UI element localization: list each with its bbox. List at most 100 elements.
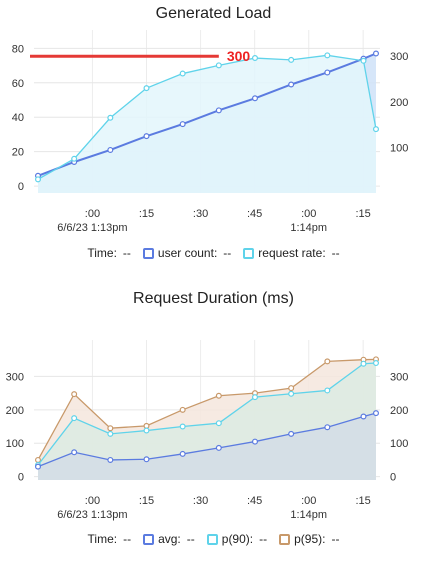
- chart1-point-usercount-10: [373, 50, 380, 57]
- chart2-x-tick-label: :15: [139, 495, 154, 507]
- chart1-point-requestrate-8: [324, 52, 331, 59]
- chart1-point-requestrate-0: [34, 176, 41, 183]
- chart2-legend: Time: -- avg: -- p(90): -- p(95): --: [0, 532, 427, 546]
- chart2-x-tick-label: :00: [85, 495, 100, 507]
- chart1-right-tick-label: 300: [390, 51, 408, 63]
- chart2-point-avg-3: [143, 456, 150, 463]
- legend-series-name: user count:: [157, 246, 218, 260]
- chart2-point-p90-3: [143, 427, 150, 434]
- legend-series-value: --: [186, 532, 195, 546]
- chart2-point-p90-5: [215, 420, 222, 427]
- chart1-point-usercount-4: [179, 121, 186, 128]
- chart2-point-p90-8: [324, 387, 331, 394]
- chart1-legend-requestrate[interactable]: request rate: --: [243, 246, 340, 260]
- chart1-point-usercount-6: [251, 95, 258, 102]
- chart1-legend-usercount[interactable]: user count: --: [142, 246, 232, 260]
- legend-series-value: --: [331, 532, 340, 546]
- chart1-left-tick-label: 80: [12, 43, 24, 55]
- chart1-point-requestrate-7: [288, 56, 295, 63]
- chart2-date-label: 6/6/23 1:13pm: [57, 509, 127, 521]
- legend-series-name: p(90):: [221, 532, 254, 546]
- chart2-point-p90-4: [179, 423, 186, 430]
- chart1-point-requestrate-2: [107, 114, 114, 121]
- chart2-left-tick-label: 200: [6, 405, 24, 417]
- legend-series-name: p(95):: [294, 532, 326, 546]
- legend-series-value: --: [259, 532, 268, 546]
- chart2-point-p90-7: [288, 390, 295, 397]
- chart2-point-p95-2: [107, 425, 114, 432]
- chart1-left-tick-label: 0: [18, 181, 24, 193]
- chart2-legend-p95[interactable]: p(95): --: [279, 532, 339, 546]
- chart1-left-tick-label: 60: [12, 78, 24, 90]
- chart1-point-requestrate-9: [360, 57, 367, 64]
- chart1-right-tick-label: 200: [390, 97, 408, 109]
- chart1-point-usercount-7: [288, 81, 295, 88]
- chart2-point-p90-2: [107, 430, 114, 437]
- chart1-legend-time: Time: --: [87, 246, 131, 260]
- chart2-point-p90-10: [373, 360, 380, 367]
- chart1-left-tick-label: 20: [12, 147, 24, 159]
- chart1-area-requestrate: [38, 55, 376, 193]
- legend-series-name: request rate:: [258, 246, 326, 260]
- chart2-left-tick-label: 0: [18, 472, 24, 484]
- legend-swatch: [206, 533, 218, 545]
- chart2-point-avg-6: [251, 438, 258, 445]
- chart2-area-avg: [38, 413, 376, 480]
- chart1-x-tick-label: :15: [139, 208, 154, 220]
- chart2-x-tick-label: :15: [356, 495, 371, 507]
- chart2-point-avg-0: [34, 463, 41, 470]
- legend-series-value: --: [331, 246, 340, 260]
- chart1-x-tick-label: :00: [301, 208, 316, 220]
- chart2-x-tick-label: :45: [247, 495, 262, 507]
- chart2-point-avg-10: [373, 410, 380, 417]
- chart2-right-tick-label: 100: [390, 438, 408, 450]
- chart1-point-requestrate-4: [179, 70, 186, 77]
- legend-swatch: [243, 247, 255, 259]
- chart2-point-p95-0: [34, 456, 41, 463]
- chart1-date-label: 1:14pm: [290, 222, 327, 234]
- chart2-point-p95-4: [179, 406, 186, 413]
- chart2-left-tick-label: 300: [6, 371, 24, 383]
- legend-series-value: --: [223, 246, 232, 260]
- chart2-legend-p90[interactable]: p(90): --: [206, 532, 268, 546]
- legend-swatch: [142, 247, 154, 259]
- chart1-point-usercount-3: [143, 133, 150, 140]
- chart2-point-p90-9: [360, 360, 367, 367]
- chart2-point-avg-8: [324, 424, 331, 431]
- chart2-x-tick-label: :00: [301, 495, 316, 507]
- chart2-point-avg-9: [360, 413, 367, 420]
- chart1-point-usercount-2: [107, 146, 114, 153]
- chart1-point-requestrate-6: [251, 55, 258, 62]
- chart2-point-avg-5: [215, 444, 222, 451]
- legend-swatch: [279, 533, 291, 545]
- chart1-left-tick-label: 40: [12, 112, 24, 124]
- chart2-x-tick-label: :30: [193, 495, 208, 507]
- chart2-point-p95-1: [71, 391, 78, 398]
- chart2-title: Request Duration (ms): [133, 290, 294, 307]
- legend-series-name: avg:: [158, 532, 181, 546]
- chart1-point-usercount-8: [324, 69, 331, 76]
- chart1-x-tick-label: :45: [247, 208, 262, 220]
- chart2-date-label: 1:14pm: [290, 509, 327, 521]
- chart2-right-tick-label: 300: [390, 371, 408, 383]
- chart2-left-tick-label: 100: [6, 438, 24, 450]
- chart1-point-requestrate-5: [215, 62, 222, 69]
- chart2-point-p95-8: [324, 358, 331, 365]
- chart1-x-tick-label: :00: [85, 208, 100, 220]
- chart2-point-p95-7: [288, 385, 295, 392]
- legend-swatch: [143, 533, 155, 545]
- chart1-plot[interactable]: 300 0 20 40 60 80 100 200 300:00:15:30:45:00:15 6…: [0, 0, 427, 240]
- chart1-point-requestrate-10: [373, 126, 380, 133]
- chart1-point-usercount-5: [215, 107, 222, 114]
- chart2-right-tick-label: 200: [390, 405, 408, 417]
- chart1-threshold-label: 300: [227, 48, 251, 64]
- chart2-legend-time: Time: --: [87, 532, 132, 546]
- chart2-point-p95-5: [215, 392, 222, 399]
- chart1-x-tick-label: :30: [193, 208, 208, 220]
- chart2-point-p90-1: [71, 415, 78, 422]
- chart2-point-avg-1: [71, 449, 78, 456]
- chart2-legend-avg[interactable]: avg: --: [143, 532, 195, 546]
- chart2-point-avg-4: [179, 450, 186, 457]
- chart1-point-requestrate-3: [143, 85, 150, 92]
